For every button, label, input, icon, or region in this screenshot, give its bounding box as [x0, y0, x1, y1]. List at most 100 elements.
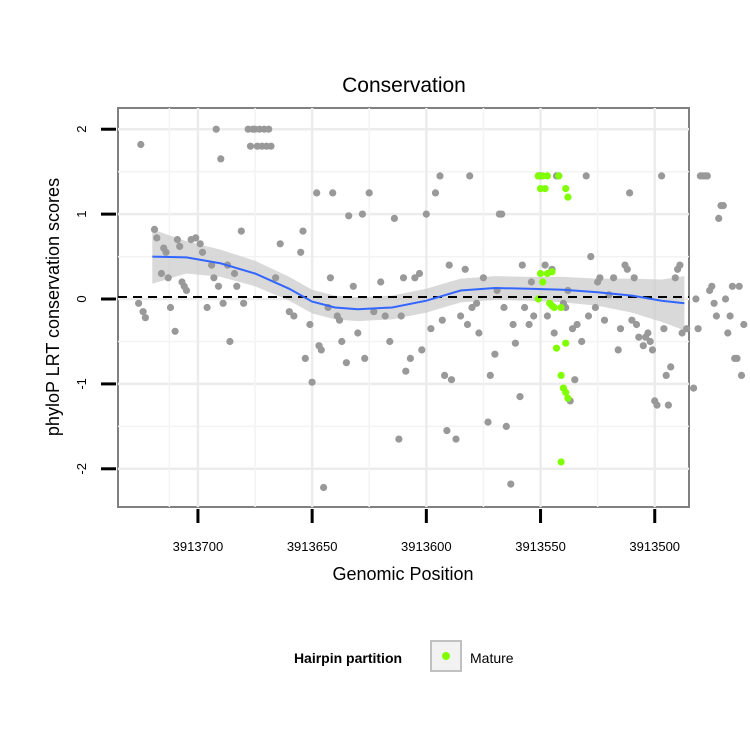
data-point: [329, 189, 337, 197]
data-point: [240, 299, 248, 307]
data-point-mature: [562, 339, 570, 347]
data-point: [443, 427, 451, 435]
data-point-mature: [564, 193, 572, 201]
data-point: [511, 339, 519, 347]
smooth-confidence-band: [152, 229, 685, 331]
data-point: [584, 312, 593, 320]
data-point: [614, 346, 622, 354]
data-point: [415, 269, 424, 278]
data-point: [171, 327, 179, 335]
data-point: [342, 359, 350, 367]
x-tick-label: 3913550: [515, 539, 566, 554]
data-point: [361, 354, 369, 362]
data-point: [139, 308, 147, 316]
data-point: [313, 189, 321, 197]
data-point: [365, 189, 373, 197]
data-point: [639, 342, 647, 350]
data-point: [438, 316, 446, 324]
data-point: [176, 242, 184, 250]
data-point: [737, 371, 746, 379]
data-point: [740, 320, 748, 329]
data-point: [527, 278, 536, 286]
data-point: [683, 325, 691, 333]
data-point: [692, 295, 700, 303]
data-point: [630, 274, 638, 282]
data-point: [461, 265, 469, 273]
data-point: [427, 325, 435, 333]
data-point-mature: [555, 172, 563, 180]
data-point: [386, 337, 394, 346]
chart-title: Conservation: [342, 74, 466, 97]
data-point: [616, 325, 625, 333]
data-point: [708, 282, 716, 290]
data-point: [664, 401, 673, 409]
data-point: [578, 337, 586, 346]
data-point: [543, 312, 552, 320]
data-point: [509, 320, 517, 329]
data-point-mature: [552, 344, 561, 352]
legend-label-mature: Mature: [470, 650, 514, 666]
data-point: [715, 214, 723, 222]
data-point: [712, 312, 721, 320]
data-point: [196, 240, 204, 248]
data-point: [600, 316, 609, 324]
x-axis: 3913700 3913650 3913600 3913550 3913500: [173, 509, 680, 554]
data-point: [694, 325, 702, 333]
data-point-mature: [539, 278, 547, 286]
data-point: [226, 337, 234, 346]
legend-key-mature: [442, 652, 450, 660]
data-points: [135, 125, 748, 492]
data-point: [370, 308, 378, 316]
data-point: [623, 265, 631, 273]
x-tick-label: 3913600: [401, 539, 452, 554]
data-point: [164, 274, 172, 282]
data-point: [628, 316, 636, 324]
data-point: [395, 435, 403, 443]
data-point-mature: [557, 371, 565, 379]
x-tick-label: 3913650: [287, 539, 338, 554]
x-tick-label: 3913500: [629, 539, 680, 554]
data-point: [137, 140, 145, 149]
data-point: [290, 312, 298, 320]
data-point: [267, 142, 275, 150]
data-point: [582, 172, 590, 180]
data-point: [648, 346, 657, 354]
y-tick-label: 2: [74, 126, 89, 133]
data-point: [431, 189, 440, 197]
data-point: [571, 376, 579, 384]
data-point: [219, 299, 227, 307]
data-point: [516, 393, 524, 401]
data-point: [297, 248, 305, 256]
data-point: [473, 299, 481, 307]
confidence-band: [152, 229, 685, 331]
data-point: [445, 261, 453, 269]
data-point: [671, 274, 679, 282]
data-point: [591, 303, 600, 312]
data-point: [626, 189, 634, 197]
data-point: [338, 337, 346, 346]
data-point: [308, 378, 316, 386]
data-point: [217, 155, 225, 163]
data-point: [660, 325, 668, 333]
x-axis-title: Genomic Position: [332, 564, 473, 584]
data-point: [518, 261, 526, 269]
data-point: [203, 303, 211, 312]
data-point-mature: [557, 303, 565, 312]
data-point: [237, 227, 245, 235]
y-tick-label: -2: [74, 463, 89, 475]
data-point: [358, 210, 366, 218]
data-point: [724, 329, 732, 337]
data-point: [157, 269, 165, 278]
data-point: [345, 212, 353, 220]
data-point: [335, 316, 344, 324]
data-point: [541, 261, 549, 269]
data-point: [422, 210, 430, 218]
data-point: [208, 261, 216, 269]
data-point: [135, 299, 143, 307]
data-point: [466, 172, 474, 180]
data-point: [653, 401, 661, 409]
data-point: [320, 483, 328, 492]
smooth-line: [152, 255, 685, 311]
data-point: [447, 376, 456, 384]
data-point: [230, 269, 239, 278]
